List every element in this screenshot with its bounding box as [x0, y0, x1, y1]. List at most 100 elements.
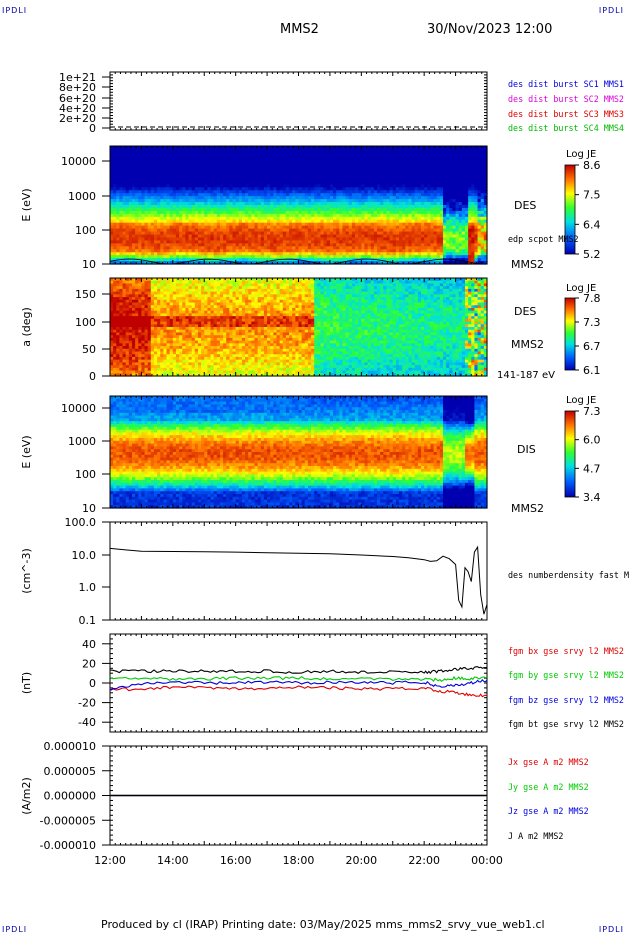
x-tick-label: 14:00 — [157, 854, 189, 867]
p1-ytick: 1e+21 — [59, 71, 96, 84]
p2-ytick: 100 — [75, 224, 96, 237]
p6-field-line — [109, 666, 488, 675]
p4-colorbar-tick: 6.0 — [583, 434, 601, 447]
corner-label-tl: IPDLI — [2, 6, 28, 15]
x-ticks — [109, 522, 488, 620]
corner-label-tr: IPDLI — [598, 6, 624, 15]
x-ticks — [109, 72, 488, 130]
p7-ytick: 0.000000 — [44, 790, 97, 803]
p2-spectrogram — [110, 146, 488, 265]
p3-colorbar-title: Log JE — [566, 283, 597, 294]
legend-p7-jz: Jz gse A m2 MMS2 — [508, 806, 589, 816]
p6-ytick: -40 — [78, 716, 96, 729]
x-ticks — [109, 746, 488, 845]
p6-ytick: 40 — [82, 638, 96, 651]
p2-instrument-label: DES — [514, 199, 537, 212]
p4-instrument-label: DIS — [517, 443, 536, 456]
p3-colorbar — [564, 297, 576, 371]
plot-datetime: 30/Nov/2023 12:00 — [427, 22, 553, 37]
p3-colorbar-tick: 6.7 — [583, 340, 601, 353]
legend-p5-density: des numberdensity fast M — [508, 570, 630, 580]
panel-p1-frame — [109, 71, 488, 131]
p6-field-line — [109, 678, 488, 691]
p4-colorbar-tick: 4.7 — [583, 462, 601, 475]
p4-ytick: 100 — [75, 468, 96, 481]
p5-ytick: 10.0 — [72, 549, 97, 562]
p4-ylabel: E (eV) — [20, 435, 33, 468]
p3-sc-label: MMS2 — [511, 338, 544, 351]
p7-ylabel: (A/m2) — [20, 777, 33, 815]
p1-ytick: 2e+20 — [59, 112, 96, 125]
x-tick-label: 16:00 — [220, 854, 252, 867]
p1-ytick: 6e+20 — [59, 92, 96, 105]
footer-info: Produced by cl (IRAP) Printing date: 03/… — [101, 918, 545, 931]
x-ticks — [109, 634, 488, 732]
p3-ytick: 0 — [89, 370, 96, 383]
p5-ytick: 0.1 — [79, 614, 97, 627]
corner-label-br: IPDLI — [598, 925, 624, 934]
p4-ytick: 10000 — [61, 402, 96, 415]
x-ticks — [109, 396, 488, 508]
p2-overlay-label: edp scpot MMS2 — [508, 234, 579, 244]
x-tick-label: 22:00 — [408, 854, 440, 867]
p4-ytick: 10 — [82, 502, 96, 515]
p3-pitch-angle-spectrogram — [110, 278, 488, 377]
p4-sc-label: MMS2 — [511, 502, 544, 515]
p1-ytick: 4e+20 — [59, 102, 96, 115]
p4-colorbar-tick: 7.3 — [583, 405, 601, 418]
p6-ytick: -20 — [78, 697, 96, 710]
p2-colorbar — [564, 164, 576, 255]
p3-colorbar-tick: 7.8 — [583, 292, 601, 305]
y-minor-ticks — [110, 745, 487, 846]
p6-field-line — [109, 685, 488, 698]
p2-colorbar-title: Log JE — [566, 149, 597, 160]
legend-p6-bx: fgm bx gse srvy l2 MMS2 — [508, 646, 624, 656]
p7-ytick: -0.000010 — [40, 839, 96, 852]
p2-ytick: 10 — [82, 258, 96, 271]
legend-p7-jy: Jy gse A m2 MMS2 — [508, 782, 589, 792]
p7-ytick: 0.000005 — [44, 765, 97, 778]
p6-ytick: 20 — [82, 657, 96, 670]
p2-colorbar-tick: 7.5 — [583, 189, 601, 202]
legend-p1-sc2: des dist burst SC2 MMS2 — [508, 94, 624, 104]
p2-sc-label: MMS2 — [511, 258, 544, 271]
legend-p6-bz: fgm bz gse srvy l2 MMS2 — [508, 695, 624, 705]
x-tick-label: 20:00 — [345, 854, 377, 867]
y-minor-ticks — [110, 633, 487, 733]
corner-label-bl: IPDLI — [2, 925, 28, 934]
p3-colorbar-tick: 7.3 — [583, 316, 601, 329]
p3-energy-range: 141-187 eV — [497, 370, 555, 381]
legend-p6-bt: fgm bt gse srvy l2 MMS2 — [508, 719, 624, 729]
panel-p5-frame — [109, 521, 488, 621]
p4-colorbar-title: Log JE — [566, 395, 597, 406]
p5-density-line — [109, 545, 488, 615]
p5-ytick: 100.0 — [65, 516, 97, 529]
p6-field-line — [109, 675, 488, 683]
p2-colorbar-tick: 6.4 — [583, 218, 601, 231]
p5-ytick: 1.0 — [79, 581, 97, 594]
p3-colorbar-tick: 6.1 — [583, 364, 601, 377]
p2-ytick: 10000 — [61, 155, 96, 168]
x-tick-label: 12:00 — [94, 854, 126, 867]
spacecraft-title: MMS2 — [280, 22, 319, 37]
p6-ylabel: (nT) — [20, 672, 33, 694]
p4-spectrogram — [110, 396, 488, 509]
p2-colorbar-tick: 5.2 — [583, 248, 601, 261]
p3-ytick: 100 — [75, 316, 96, 329]
p5-ylabel: (cm^-3) — [20, 548, 33, 594]
p2-ytick: 1000 — [68, 190, 96, 203]
p7-ytick: 0.000010 — [44, 740, 97, 753]
p4-colorbar — [564, 410, 576, 498]
legend-p1-sc1: des dist burst SC1 MMS1 — [508, 79, 624, 89]
p2-ylabel: E (eV) — [20, 188, 33, 221]
p4-colorbar-tick: 3.4 — [583, 491, 601, 504]
x-ticks — [109, 146, 488, 264]
p3-ylabel: a (deg) — [20, 307, 33, 347]
p2-colorbar-tick: 8.6 — [583, 159, 601, 172]
legend-p7-jx: Jx gse A m2 MMS2 — [508, 757, 589, 767]
x-tick-label: 00:00 — [471, 854, 503, 867]
p4-ytick: 1000 — [68, 435, 96, 448]
p1-ytick: 8e+20 — [59, 81, 96, 94]
p6-ytick: 0 — [89, 677, 96, 690]
